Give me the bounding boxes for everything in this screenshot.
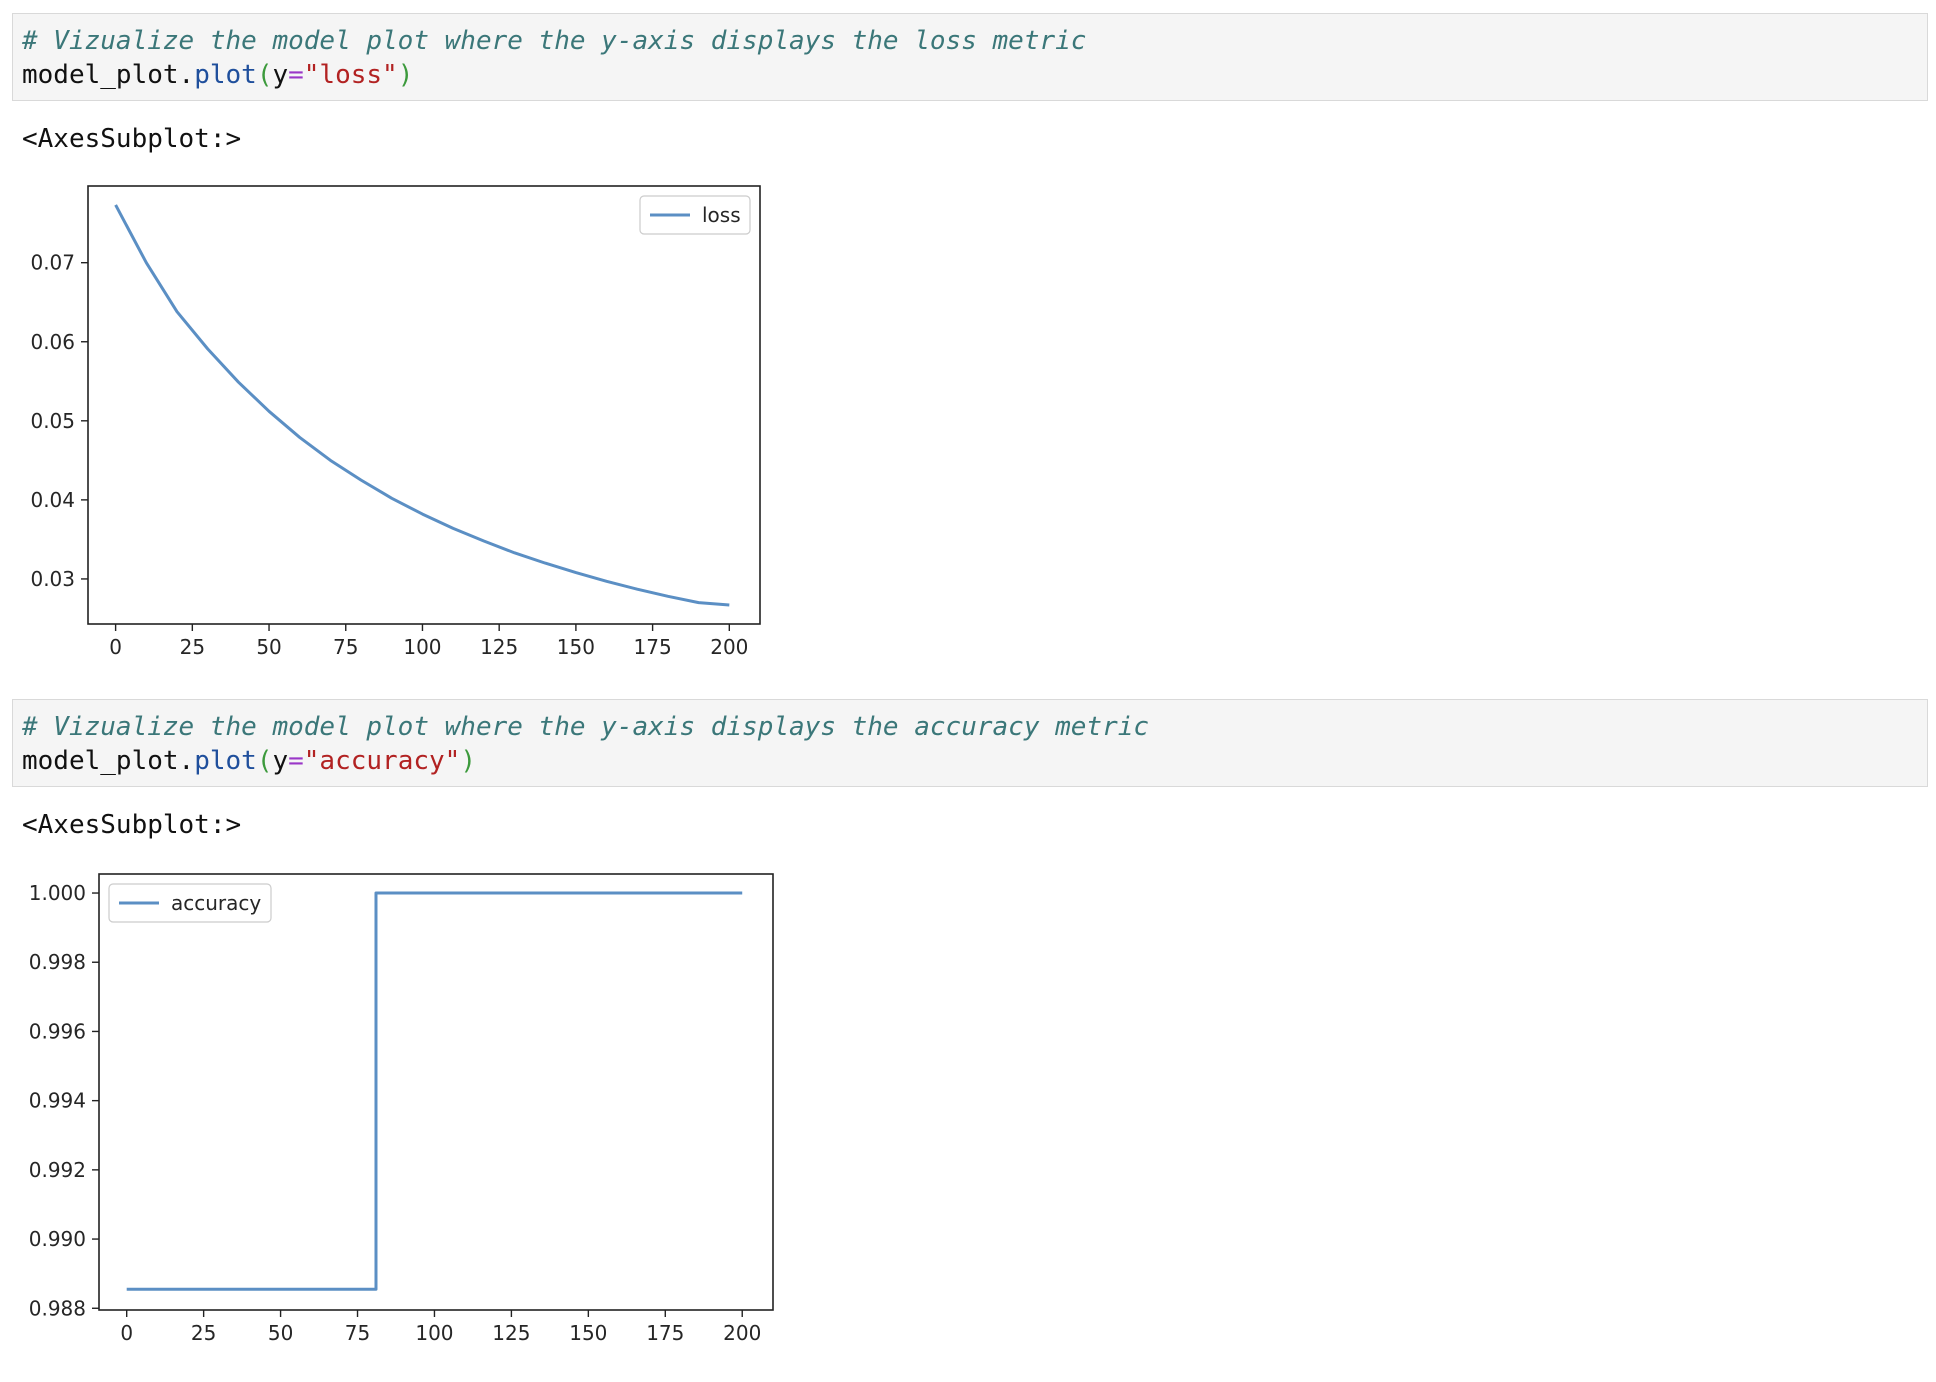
x-tick-label: 175 bbox=[634, 635, 672, 659]
y-tick-label: 0.992 bbox=[29, 1158, 86, 1182]
code-equals: = bbox=[288, 746, 304, 776]
loss-plot: 0 25 50 75 100 125 150 175 200 0.03 0.04 0.05 0.06 0.… bbox=[0, 170, 780, 670]
x-tick-label: 150 bbox=[569, 1321, 607, 1345]
x-tick-label: 150 bbox=[557, 635, 595, 659]
code-object: model_plot. bbox=[22, 746, 195, 776]
code-comment-1: # Vizualize the model plot where the y-a… bbox=[22, 26, 1087, 56]
legend-box bbox=[108, 883, 272, 923]
legend-box bbox=[639, 195, 751, 235]
x-tick-label: 100 bbox=[403, 635, 441, 659]
y-tick-label: 0.988 bbox=[29, 1296, 86, 1320]
x-tick-label: 200 bbox=[710, 635, 748, 659]
y-tick-label: 0.06 bbox=[30, 330, 75, 354]
accuracy-plot: 0 25 50 75 100 125 150 175 200 0.988 0.990 0.992 0.9… bbox=[0, 860, 790, 1360]
x-tick-label: 0 bbox=[109, 635, 122, 659]
y-tick-label: 0.998 bbox=[29, 950, 86, 974]
code-paren-open: ( bbox=[256, 60, 273, 90]
x-tick-label: 50 bbox=[256, 635, 281, 659]
legend-label: loss bbox=[702, 203, 741, 227]
series-line-loss bbox=[114, 204, 730, 607]
y-tick-label: 0.07 bbox=[30, 251, 75, 275]
output-text-1: <AxesSubplot:> bbox=[22, 124, 242, 154]
x-tick-label: 25 bbox=[191, 1321, 216, 1345]
y-tick-label: 0.03 bbox=[30, 567, 75, 591]
x-tick-label: 125 bbox=[480, 635, 518, 659]
code-string: "accuracy" bbox=[303, 746, 461, 776]
y-tick-label: 0.04 bbox=[30, 488, 75, 512]
series-line-accuracy bbox=[126, 891, 743, 1291]
x-tick-label: 125 bbox=[492, 1321, 530, 1345]
code-comment-2: # Vizualize the model plot where the y-a… bbox=[22, 712, 1150, 742]
y-tick-label: 0.996 bbox=[29, 1019, 86, 1043]
code-line-2: model_plot.plot(y="accuracy") bbox=[22, 746, 476, 776]
code-cell-1[interactable]: # Vizualize the model plot where the y-a… bbox=[12, 13, 1928, 101]
plot-frame bbox=[98, 873, 774, 1311]
code-function: plot bbox=[194, 60, 257, 90]
code-string: "loss" bbox=[303, 60, 398, 90]
code-cell-2[interactable]: # Vizualize the model plot where the y-a… bbox=[12, 699, 1928, 787]
y-tick-label: 0.05 bbox=[30, 409, 75, 433]
x-tick-label: 50 bbox=[268, 1321, 293, 1345]
code-function: plot bbox=[194, 746, 257, 776]
code-keyword-arg: y bbox=[272, 60, 289, 90]
code-paren-open: ( bbox=[256, 746, 273, 776]
plot-frame bbox=[87, 185, 761, 625]
legend-label: accuracy bbox=[171, 891, 261, 915]
x-tick-label: 25 bbox=[180, 635, 205, 659]
code-paren-close: ) bbox=[397, 60, 414, 90]
code-object: model_plot. bbox=[22, 60, 195, 90]
x-tick-label: 0 bbox=[120, 1321, 133, 1345]
y-tick-label: 1.000 bbox=[29, 881, 86, 905]
y-tick-label: 0.994 bbox=[29, 1089, 86, 1113]
x-tick-label: 75 bbox=[333, 635, 358, 659]
y-tick-label: 0.990 bbox=[29, 1227, 86, 1251]
code-keyword-arg: y bbox=[272, 746, 289, 776]
x-tick-label: 200 bbox=[723, 1321, 761, 1345]
code-equals: = bbox=[288, 60, 304, 90]
output-text-2: <AxesSubplot:> bbox=[22, 810, 242, 840]
code-paren-close: ) bbox=[460, 746, 476, 776]
x-tick-label: 175 bbox=[646, 1321, 684, 1345]
code-line-1: model_plot.plot(y="loss") bbox=[22, 60, 413, 90]
x-tick-label: 75 bbox=[345, 1321, 370, 1345]
x-tick-label: 100 bbox=[415, 1321, 453, 1345]
